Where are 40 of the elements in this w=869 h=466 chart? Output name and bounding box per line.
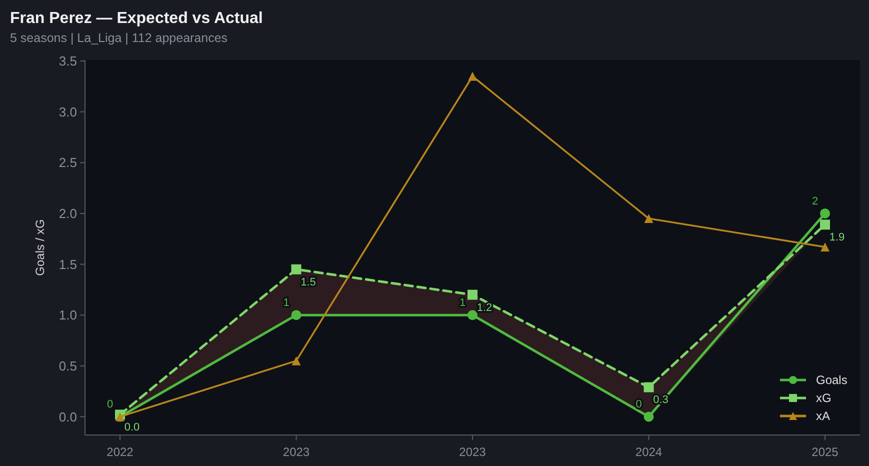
x-tick-label: 2024 — [635, 445, 662, 459]
x-tick-label: 2022 — [106, 445, 134, 459]
point — [468, 290, 478, 300]
point — [644, 412, 654, 422]
y-axis-title: Goals / xG — [33, 219, 47, 276]
point — [644, 214, 654, 224]
data-label: 2 — [812, 195, 818, 208]
chart-subtitle: 5 seasons | La_Liga | 112 appearances — [10, 31, 228, 45]
point — [820, 220, 830, 230]
data-label: 1 — [459, 297, 466, 310]
chart-title: Fran Perez — Expected vs Actual — [10, 10, 263, 27]
x-tick-label: 2023 — [282, 445, 310, 459]
x-tick-label: 2025 — [812, 445, 839, 459]
data-label: 0.0 — [124, 422, 140, 434]
point — [292, 356, 301, 366]
data-label: 1.9 — [829, 232, 845, 244]
point — [291, 264, 302, 274]
data-label: 1.2 — [476, 302, 492, 314]
data-label: 1 — [283, 297, 290, 310]
point — [820, 242, 830, 252]
data-label: 1.5 — [300, 276, 316, 288]
y-tick-label: 3.5 — [58, 54, 77, 69]
legend-label: Goals — [816, 373, 848, 388]
y-tick-label: 1.0 — [58, 308, 77, 323]
point — [291, 310, 302, 320]
legend-label: xG — [816, 391, 832, 406]
legend-label: xA — [816, 409, 830, 424]
x-tick-label: 2023 — [459, 445, 486, 459]
point — [468, 310, 478, 320]
point — [820, 208, 830, 218]
y-tick-label: 0.5 — [58, 358, 77, 374]
y-tick-label: 0.0 — [58, 409, 77, 424]
point — [644, 382, 654, 392]
y-tick-label: 2.5 — [58, 155, 77, 170]
y-tick-label: 1.5 — [58, 256, 77, 272]
point — [468, 72, 477, 81]
y-tick-label: 2.0 — [58, 206, 77, 222]
data-label: 0 — [636, 398, 642, 411]
y-tick-label: 3.0 — [58, 104, 77, 120]
data-label: 0 — [106, 398, 114, 411]
